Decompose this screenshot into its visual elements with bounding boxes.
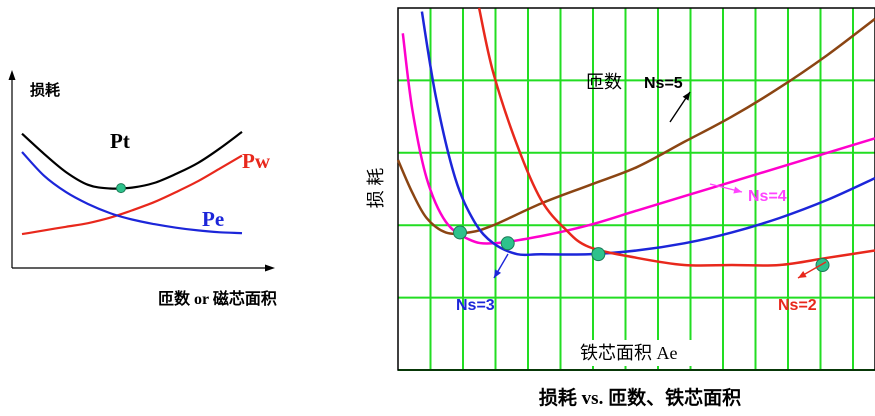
right-chart: 损 耗 铁芯面积 Ae 匝数 Ns=5 Ns=4 Ns=3 Ns=2 bbox=[366, 7, 875, 371]
left-x-axis-arrow bbox=[265, 264, 275, 272]
left-series-label-pw: Pw bbox=[242, 149, 271, 173]
left-series-pt-line bbox=[21, 131, 243, 190]
right-plot-frame bbox=[397, 7, 875, 371]
left-x-label: 匝数 or 磁芯面积 bbox=[158, 289, 277, 308]
left-series-label-pe: Pe bbox=[202, 207, 224, 231]
right-annotation-ns5: Ns=5 bbox=[644, 75, 683, 92]
right-x-label-background bbox=[572, 340, 722, 366]
right-series-ns3-line bbox=[420, 11, 875, 257]
right-leader-arrowhead bbox=[733, 186, 742, 194]
right-annotation-ns2: Ns=2 bbox=[778, 297, 817, 314]
left-y-axis-arrow bbox=[8, 70, 16, 80]
right-markers-group bbox=[453, 225, 830, 273]
right-marker bbox=[591, 247, 606, 262]
right-marker bbox=[815, 258, 830, 273]
right-marker bbox=[453, 225, 468, 240]
right-x-label: 铁芯面积 Ae bbox=[580, 343, 678, 363]
right-leader-arrowhead bbox=[682, 92, 690, 101]
left-series-label-pt: Pt bbox=[110, 129, 130, 153]
right-marker bbox=[500, 236, 515, 251]
right-grid bbox=[398, 8, 875, 371]
left-series-group bbox=[21, 131, 243, 236]
right-series-group bbox=[396, 7, 875, 267]
left-marker bbox=[116, 183, 126, 194]
left-series-pe-line bbox=[21, 151, 243, 235]
right-annotation-ns4: Ns=4 bbox=[748, 188, 787, 205]
right-annotation-ns3: Ns=3 bbox=[456, 297, 495, 314]
right-annotation-turns: 匝数 bbox=[586, 72, 622, 92]
right-leader-arrowhead bbox=[494, 269, 502, 278]
right-series-ns5-line bbox=[396, 17, 875, 236]
left-series-pw-line bbox=[21, 154, 243, 236]
left-series-labels: Pt Pw Pe bbox=[110, 129, 271, 231]
right-leader-arrowhead bbox=[798, 270, 807, 278]
right-annotations-group: 铁芯面积 Ae 匝数 Ns=5 Ns=4 Ns=3 Ns=2 bbox=[456, 72, 827, 366]
figure-caption: 损耗 vs. 匝数、铁芯面积 bbox=[539, 386, 741, 409]
left-chart: 损耗 匝数 or 磁芯面积 Pt Pw Pe bbox=[8, 70, 277, 308]
right-y-label: 损 耗 bbox=[366, 168, 386, 209]
right-series-ns2-line bbox=[477, 7, 875, 267]
left-y-label: 损耗 bbox=[30, 81, 60, 99]
right-series-ns4-line bbox=[401, 33, 875, 245]
